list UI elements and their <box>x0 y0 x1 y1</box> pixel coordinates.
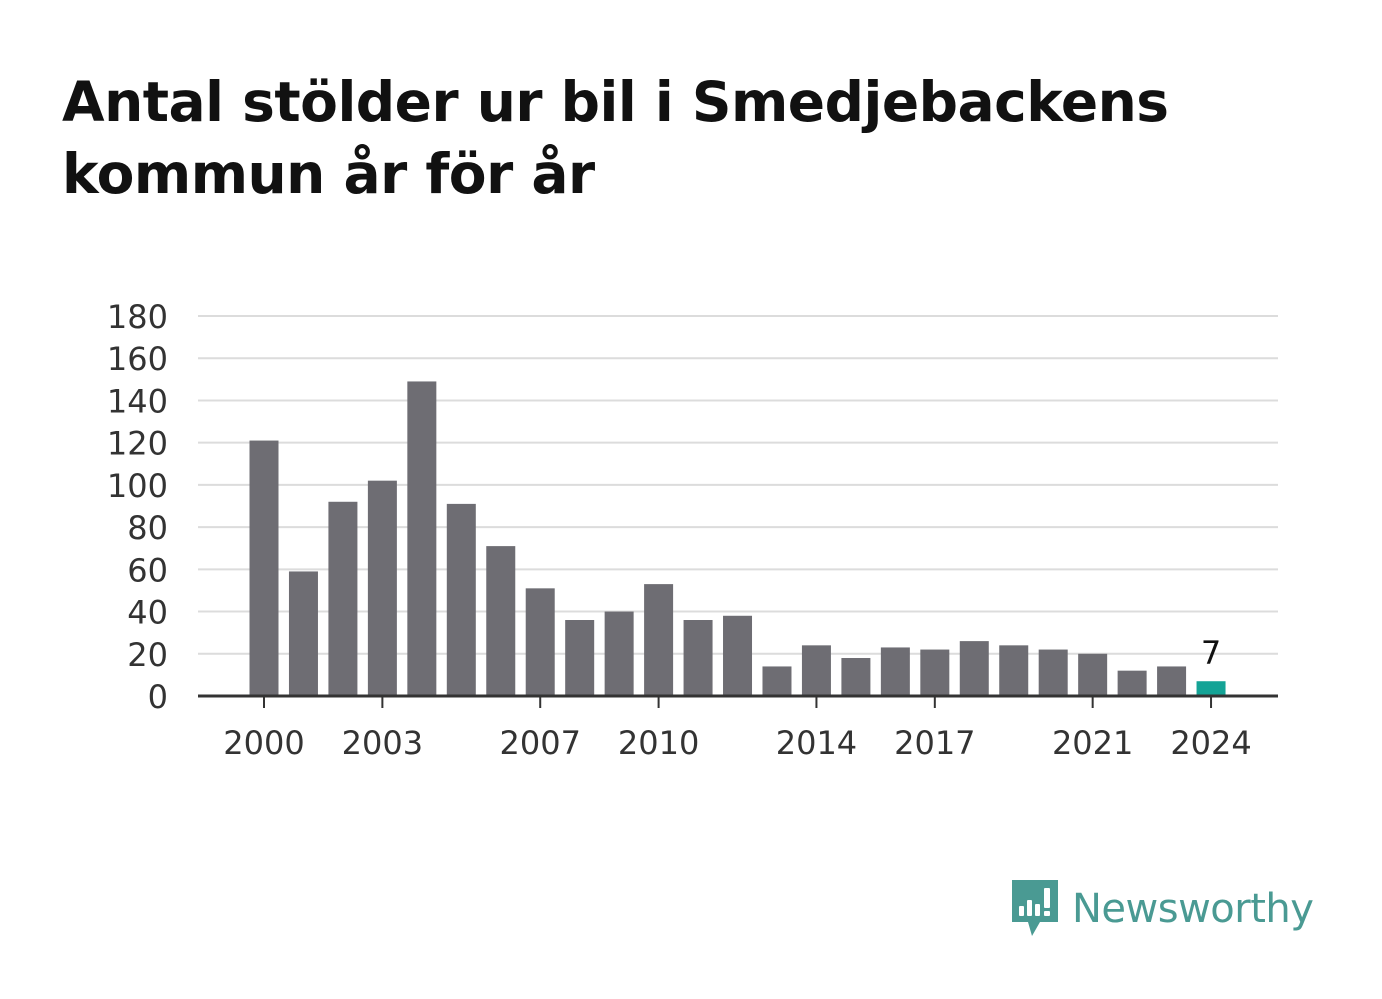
y-tick-label: 100 <box>107 467 168 505</box>
bar-2002 <box>328 501 358 696</box>
bar-2022 <box>1117 670 1147 696</box>
bar-2013 <box>762 666 792 696</box>
bars <box>249 381 1226 696</box>
brand-name: Newsworthy <box>1072 886 1314 932</box>
y-tick-label: 140 <box>107 382 168 420</box>
bar-2018 <box>959 641 989 696</box>
x-tick-label: 2000 <box>223 724 304 762</box>
x-tick-label: 2010 <box>618 724 699 762</box>
x-axis-ticks <box>263 696 1213 708</box>
x-tick-label: 2024 <box>1170 724 1251 762</box>
y-tick-label: 160 <box>107 340 168 378</box>
y-tick-label: 60 <box>127 551 168 589</box>
brand-logo[interactable]: Newsworthy <box>1010 878 1314 940</box>
bar-2000 <box>249 440 279 696</box>
bar-2017 <box>920 649 950 696</box>
x-tick-label: 2014 <box>776 724 857 762</box>
y-tick-label: 120 <box>107 425 168 463</box>
bar-2008 <box>565 620 595 696</box>
bar-2023 <box>1157 666 1187 696</box>
y-tick-label: 0 <box>148 678 168 716</box>
bar-2005 <box>446 503 476 696</box>
x-tick-label: 2007 <box>500 724 581 762</box>
bar-2024 <box>1196 681 1226 696</box>
data-label: 7 <box>1201 634 1221 672</box>
x-tick-label: 2017 <box>894 724 975 762</box>
gridlines <box>198 315 1278 655</box>
bar-2021 <box>1078 653 1108 696</box>
bar-2012 <box>723 615 753 696</box>
bar-2001 <box>288 571 318 696</box>
y-axis-tick-labels: 0 20 40 60 80 100 120 140 160 180 <box>107 298 168 716</box>
bar-2014 <box>801 645 831 696</box>
bar-2020 <box>1038 649 1068 696</box>
y-tick-label: 20 <box>127 636 168 674</box>
bar-2011 <box>683 620 713 696</box>
data-labels: 7 <box>1201 634 1221 672</box>
x-tick-label: 2021 <box>1052 724 1133 762</box>
bar-2004 <box>407 381 437 696</box>
y-tick-label: 80 <box>127 509 168 547</box>
bar-2007 <box>525 588 555 696</box>
bar-2019 <box>999 645 1029 696</box>
newsworthy-logo-icon <box>1012 880 1058 936</box>
bar-2003 <box>367 480 397 696</box>
bar-2006 <box>486 546 516 696</box>
bar-2010 <box>644 584 674 696</box>
y-tick-label: 40 <box>127 594 168 632</box>
bar-2009 <box>604 611 634 696</box>
bar-2016 <box>880 647 910 696</box>
bar-2015 <box>841 658 871 696</box>
chart-title: Antal stölder ur bil i Smedjebackens kom… <box>62 70 1169 206</box>
y-tick-label: 180 <box>107 298 168 336</box>
x-tick-label: 2003 <box>342 724 423 762</box>
x-axis-tick-labels: 2000 2003 2007 2010 2014 2017 2021 2024 <box>223 724 1251 762</box>
